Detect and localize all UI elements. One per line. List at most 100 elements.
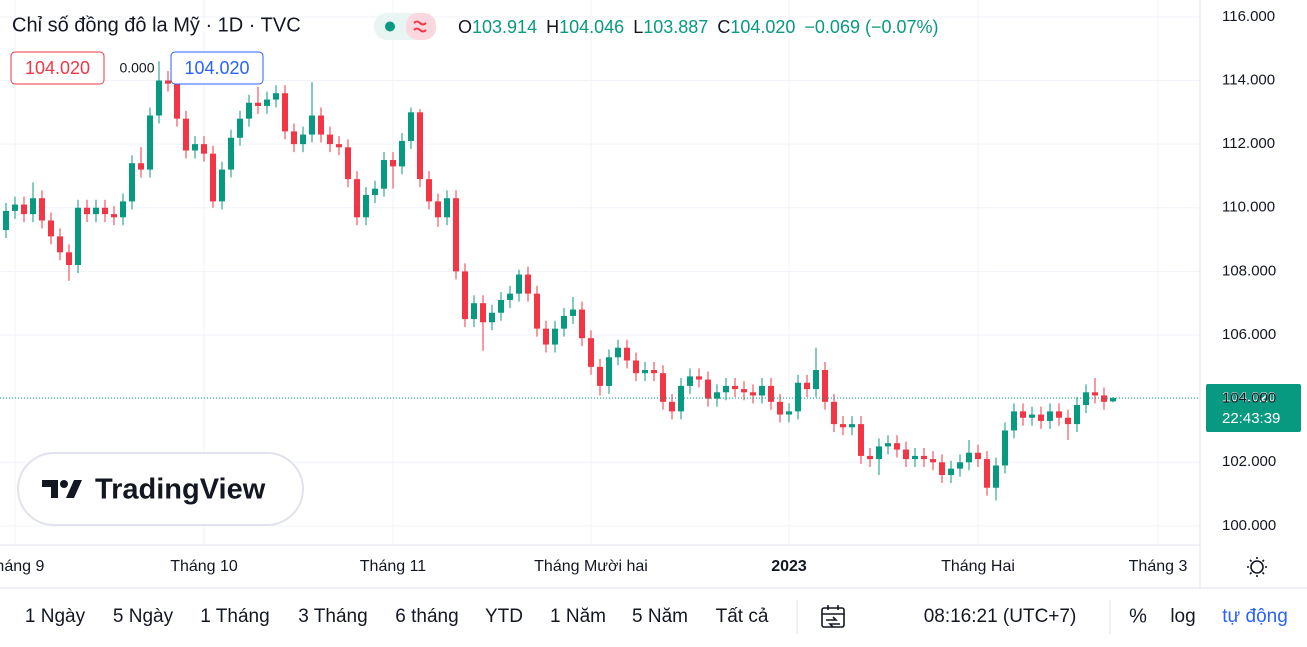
candle-body bbox=[1002, 430, 1008, 466]
candle-body bbox=[174, 83, 180, 119]
candle-body bbox=[273, 93, 279, 100]
y-tick-label: 102.000 bbox=[1222, 453, 1276, 470]
candle-body bbox=[948, 468, 954, 476]
candle-body bbox=[525, 274, 531, 294]
candle-body bbox=[390, 160, 396, 167]
candle-body bbox=[561, 315, 567, 329]
candle-body bbox=[75, 207, 81, 266]
candle-body bbox=[372, 188, 378, 196]
candle-body bbox=[282, 93, 288, 132]
high-value: 104.046 bbox=[559, 17, 624, 37]
candle-body bbox=[237, 118, 243, 138]
candle-body bbox=[1056, 411, 1062, 418]
sun-core bbox=[1250, 560, 1264, 574]
candle-body bbox=[939, 462, 945, 476]
candle-body bbox=[228, 137, 234, 170]
candle-body bbox=[1092, 392, 1098, 396]
candle-body bbox=[435, 201, 441, 218]
candle-body bbox=[120, 201, 126, 218]
candle-body bbox=[1074, 405, 1080, 425]
candle-body bbox=[903, 449, 909, 460]
candle-body bbox=[831, 401, 837, 425]
candle-body bbox=[768, 385, 774, 402]
ask-price[interactable]: 104.020 bbox=[184, 58, 249, 78]
y-tick-label: 106.000 bbox=[1222, 326, 1276, 343]
x-tick-label: Tháng 10 bbox=[170, 558, 238, 575]
date-range-icon[interactable] bbox=[821, 605, 845, 628]
candle-body bbox=[1101, 395, 1107, 402]
candle-body bbox=[732, 385, 738, 390]
candle-body bbox=[840, 424, 846, 428]
candle-body bbox=[318, 115, 324, 135]
candle-body bbox=[984, 459, 990, 488]
candle-body bbox=[291, 131, 297, 145]
candle-body bbox=[696, 376, 702, 380]
percent-toggle[interactable]: % bbox=[1129, 605, 1147, 627]
candle-body bbox=[1110, 398, 1116, 402]
clock[interactable]: 08:16:21 (UTC+7) bbox=[924, 606, 1077, 627]
x-tick-label: Tháng 9 bbox=[0, 558, 44, 575]
candle-body bbox=[930, 459, 936, 463]
range-button[interactable]: 1 Tháng bbox=[200, 606, 269, 627]
candle-body bbox=[858, 424, 864, 456]
candle-body bbox=[741, 389, 747, 393]
range-button[interactable]: 5 Năm bbox=[632, 606, 688, 627]
range-button[interactable]: 3 Tháng bbox=[298, 606, 367, 627]
y-tick-label: 104.000 bbox=[1222, 390, 1276, 407]
candle-body bbox=[543, 328, 549, 345]
candle-body bbox=[993, 465, 999, 488]
sell-box[interactable] bbox=[10, 51, 105, 85]
range-button[interactable]: 1 Ngày bbox=[25, 606, 86, 627]
x-tick-label: Tháng Mười hai bbox=[534, 558, 648, 575]
bid-price[interactable]: 104.020 bbox=[25, 58, 90, 78]
range-button[interactable]: YTD bbox=[485, 606, 523, 627]
x-tick-label: Tháng 3 bbox=[1129, 558, 1188, 575]
candle-body bbox=[588, 338, 594, 367]
candle-body bbox=[714, 392, 720, 399]
candle-body bbox=[183, 118, 189, 151]
candle-body bbox=[687, 376, 693, 386]
candle-body bbox=[3, 210, 9, 231]
range-button[interactable]: 6 tháng bbox=[395, 606, 458, 627]
delayed-badge bbox=[406, 13, 436, 40]
candle-body bbox=[210, 153, 216, 202]
grid bbox=[0, 0, 1200, 545]
candle-body bbox=[1020, 411, 1026, 418]
candle-body bbox=[156, 80, 162, 116]
x-tick-label: Tháng 11 bbox=[360, 558, 427, 575]
candle-body bbox=[534, 293, 540, 329]
candle-body bbox=[1029, 414, 1035, 418]
candle-body bbox=[336, 144, 342, 148]
candle-body bbox=[579, 309, 585, 339]
candle-body bbox=[876, 446, 882, 460]
candle-body bbox=[597, 366, 603, 386]
y-tick-label: 108.000 bbox=[1222, 262, 1276, 279]
candle-body bbox=[867, 455, 873, 460]
candle-body bbox=[678, 385, 684, 412]
candle-body bbox=[309, 115, 315, 135]
range-button[interactable]: Tất cả bbox=[716, 606, 769, 627]
range-button[interactable]: 1 Năm bbox=[550, 606, 606, 627]
log-toggle[interactable]: log bbox=[1170, 606, 1195, 627]
candle-body bbox=[57, 236, 63, 253]
candle-body bbox=[138, 163, 144, 170]
candle-body bbox=[255, 102, 261, 106]
range-button[interactable]: 5 Ngày bbox=[113, 606, 174, 627]
last-price: 104.020 22:43:39 bbox=[0, 384, 1301, 433]
candle-body bbox=[516, 274, 522, 294]
candle-body bbox=[498, 300, 504, 313]
candle-body bbox=[84, 207, 90, 215]
change-value: −0.069 (−0.07%) bbox=[804, 17, 938, 37]
settings-icon[interactable] bbox=[1247, 557, 1267, 577]
market-open-dot bbox=[385, 21, 395, 32]
candle-body bbox=[1038, 414, 1044, 421]
candle-body bbox=[399, 140, 405, 167]
y-tick-label: 100.000 bbox=[1222, 517, 1276, 534]
buy-box[interactable] bbox=[170, 51, 264, 85]
last-price-label: 104.020 bbox=[1222, 389, 1276, 406]
auto-toggle[interactable]: tự động bbox=[1222, 606, 1288, 627]
toolbar: 1 Ngày 5 Ngày 1 Tháng 3 Tháng 6 tháng YTD 1 Nă… bbox=[25, 606, 769, 627]
watermark-pill[interactable] bbox=[17, 452, 304, 526]
candle-body bbox=[552, 328, 558, 345]
candle-body bbox=[849, 424, 855, 428]
